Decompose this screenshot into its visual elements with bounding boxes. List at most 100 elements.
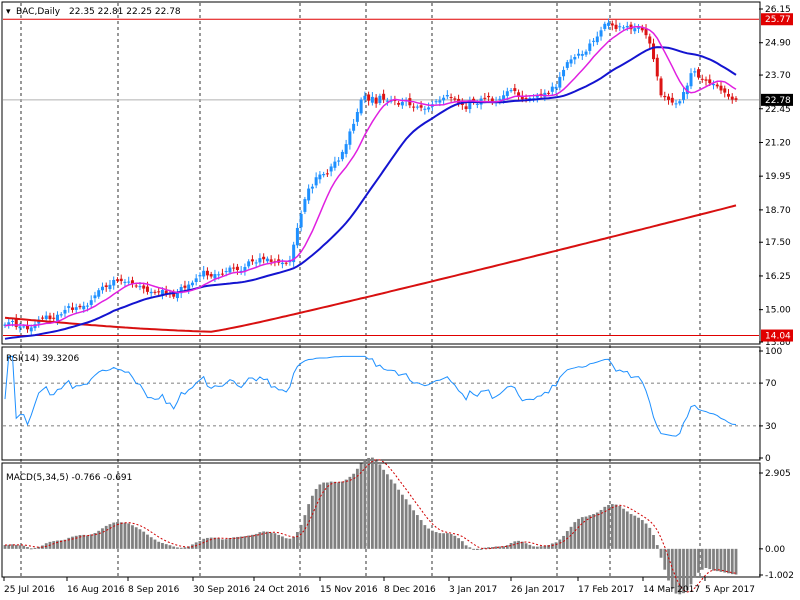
macd-bar <box>513 541 517 549</box>
candle-body <box>670 97 674 103</box>
macd-bar <box>558 539 562 549</box>
candle-body <box>464 106 468 110</box>
candle-body <box>603 23 607 29</box>
macd-bar <box>172 546 176 549</box>
candle-body <box>475 103 479 105</box>
macd-tick-label: 0.00 <box>765 545 785 555</box>
candle-body <box>164 290 168 295</box>
macd-bar <box>494 546 498 549</box>
macd-bar <box>517 540 520 549</box>
macd-bar <box>258 532 262 549</box>
y-tick-label: 15.00 <box>765 306 791 316</box>
macd-bar <box>176 547 179 549</box>
candle-body <box>573 56 577 60</box>
x-tick-label: 5 Apr 2017 <box>705 585 755 595</box>
candle-body <box>663 95 667 98</box>
candle-body <box>584 51 588 55</box>
macd-bar <box>674 548 678 594</box>
macd-bar <box>449 534 453 549</box>
macd-bar <box>468 547 472 549</box>
candle-body <box>693 71 697 73</box>
level-tag <box>761 13 793 26</box>
candle-body <box>622 27 626 29</box>
macd-bar <box>292 536 296 549</box>
candle-body <box>63 309 67 314</box>
candle-body <box>22 326 26 328</box>
candle-body <box>310 186 314 189</box>
macd-bar <box>577 518 580 549</box>
macd-bar <box>325 482 329 549</box>
candle-body <box>505 91 509 96</box>
candle-body <box>104 285 108 287</box>
macd-bar <box>127 523 131 549</box>
candle-body <box>280 262 284 265</box>
macd-bar <box>164 544 168 549</box>
candle-body <box>550 86 554 92</box>
candle-body <box>498 98 502 100</box>
candle-body <box>727 93 731 97</box>
x-tick-label: 30 Sep 2016 <box>193 585 250 595</box>
macd-bar <box>228 537 232 549</box>
macd-bar <box>269 532 273 549</box>
candle-body <box>29 327 33 332</box>
macd-bar <box>78 535 82 549</box>
macd-bar <box>464 545 468 549</box>
y-tick-label: 22.45 <box>765 105 791 115</box>
candle-body <box>682 92 686 100</box>
candle-body <box>363 95 367 100</box>
candle-body <box>487 95 491 98</box>
macd-bar <box>71 536 74 549</box>
level-tag-label: 25.77 <box>765 15 791 25</box>
candle-body <box>325 173 329 175</box>
candle-body <box>588 43 592 51</box>
macd-bar <box>284 538 288 549</box>
macd-bar <box>153 539 157 549</box>
candle-body <box>685 85 689 95</box>
macd-bar <box>419 520 423 549</box>
macd-bar <box>614 504 618 549</box>
macd-bar <box>236 536 239 549</box>
macd-bar <box>592 514 595 549</box>
macd-bar <box>329 481 333 549</box>
macd-bar <box>243 536 247 549</box>
candle-body <box>243 267 247 272</box>
x-tick-label: 15 Nov 2016 <box>320 585 378 595</box>
moving-averages <box>4 25 737 340</box>
macd-bar <box>730 548 734 575</box>
candle-body <box>205 270 209 276</box>
macd-bar <box>355 468 359 549</box>
macd-tick-label: -1.002 <box>765 571 794 581</box>
candle-body <box>423 108 427 110</box>
macd-bar <box>670 548 674 589</box>
ma-mid-line <box>4 46 737 340</box>
y-tick-label: 19.95 <box>765 172 791 182</box>
macd-bar <box>382 469 386 549</box>
candle-body <box>614 24 618 29</box>
dropdown-arrow-icon[interactable]: ▾ <box>6 7 11 17</box>
macd-bar <box>412 510 416 549</box>
candle-body <box>142 285 146 289</box>
candle-body <box>569 59 573 64</box>
macd-bar <box>637 517 640 549</box>
macd-bar <box>689 548 693 585</box>
macd-bar <box>262 531 266 549</box>
candle-body <box>269 259 273 262</box>
candle-body <box>33 324 37 329</box>
macd-bar <box>659 548 663 558</box>
candle-body <box>250 259 254 262</box>
candle-body <box>633 28 637 32</box>
macd-bar <box>389 479 393 549</box>
macd-bar <box>97 530 101 549</box>
candle-body <box>85 305 89 307</box>
rsi-pane <box>1 346 761 461</box>
candle-body <box>468 100 472 110</box>
macd-bar <box>187 546 191 549</box>
macd-bar <box>625 511 629 549</box>
macd-bar <box>700 548 704 570</box>
macd-bar <box>565 531 569 549</box>
macd-bar <box>370 457 374 549</box>
rsi-tick-label: 70 <box>765 379 777 389</box>
macd-bar <box>663 548 667 570</box>
macd-bar <box>704 548 708 568</box>
candle-body <box>535 95 539 98</box>
